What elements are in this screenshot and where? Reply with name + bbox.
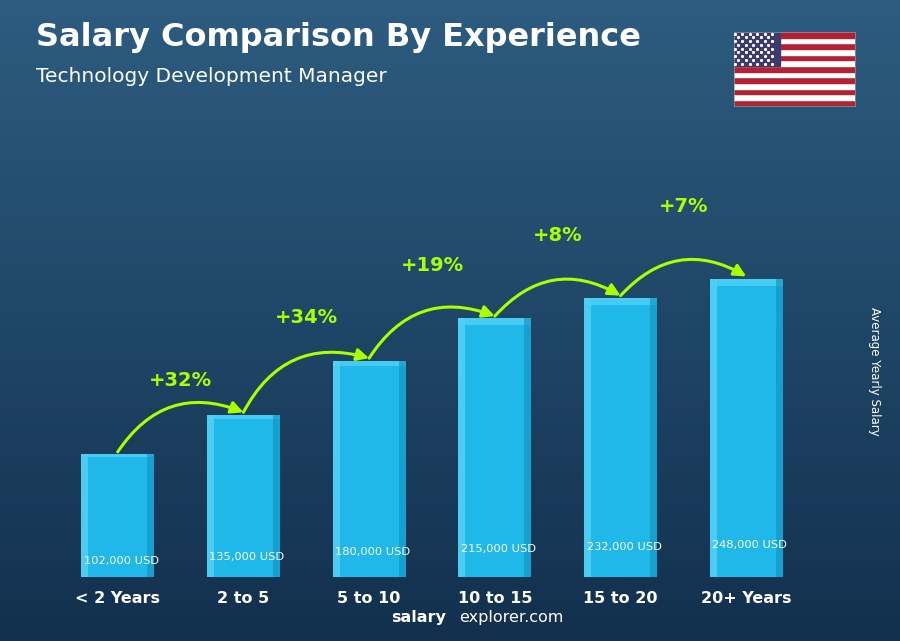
Bar [207,415,214,577]
Text: +19%: +19% [400,256,464,275]
Bar [734,94,855,100]
Bar [81,454,154,458]
Bar [650,298,657,577]
Bar [734,32,855,38]
Bar [734,38,855,44]
Text: Average Yearly Salary: Average Yearly Salary [868,308,881,436]
Bar [734,60,855,66]
Text: +7%: +7% [659,197,708,216]
Bar [273,415,280,577]
Text: explorer.com: explorer.com [459,610,563,625]
Bar [458,319,531,325]
Bar [734,54,855,60]
Text: +8%: +8% [533,226,582,245]
Bar [734,100,855,106]
Bar [584,298,657,577]
Bar [734,32,779,66]
Bar [734,66,855,72]
Text: 232,000 USD: 232,000 USD [587,542,662,552]
Bar [399,360,406,577]
Bar [734,83,855,88]
Bar [458,319,531,577]
Bar [734,78,855,83]
Text: 215,000 USD: 215,000 USD [461,544,536,554]
Text: salary: salary [392,610,446,625]
Bar [458,319,465,577]
Bar [525,319,531,577]
Bar [81,454,154,577]
Bar [333,360,406,577]
Bar [710,279,716,577]
Bar [584,298,591,577]
Text: +34%: +34% [274,308,338,327]
Bar [776,279,783,577]
Text: 180,000 USD: 180,000 USD [335,547,410,558]
Bar [734,44,855,49]
Bar [734,72,855,78]
Bar [207,415,280,419]
Text: +32%: +32% [149,372,212,390]
Bar [207,415,280,577]
Bar [710,279,783,287]
Bar [148,454,154,577]
Bar [734,88,855,94]
Text: 135,000 USD: 135,000 USD [210,553,284,562]
Bar [333,360,406,366]
Bar [734,49,855,54]
Bar [333,360,339,577]
Text: 102,000 USD: 102,000 USD [84,556,158,566]
Text: 248,000 USD: 248,000 USD [712,540,788,550]
Bar [584,298,657,305]
Bar [710,279,783,577]
Text: Technology Development Manager: Technology Development Manager [36,67,387,87]
Text: Salary Comparison By Experience: Salary Comparison By Experience [36,22,641,53]
Bar [81,454,88,577]
